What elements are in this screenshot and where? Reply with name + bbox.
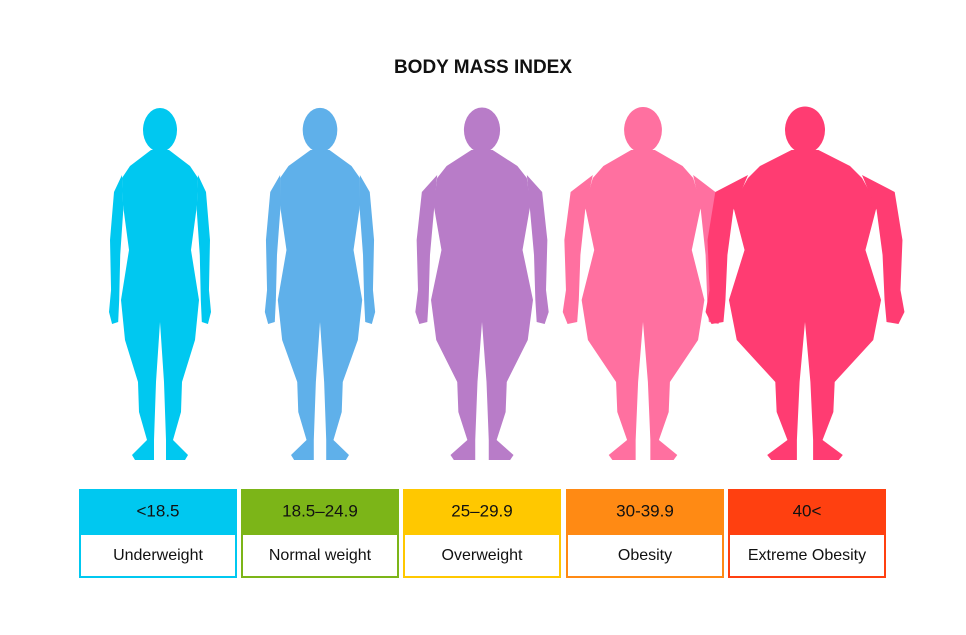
silhouette: [705, 106, 905, 460]
category-label: Overweight: [442, 547, 523, 564]
head: [302, 107, 338, 153]
body: [728, 150, 882, 460]
arm: [109, 175, 124, 324]
category-label: Underweight: [113, 547, 203, 564]
body: [277, 150, 363, 460]
arm: [705, 175, 748, 324]
silhouette: [415, 107, 549, 460]
category-label: Normal weight: [269, 547, 372, 564]
silhouette: [264, 107, 376, 460]
arm: [862, 175, 905, 324]
body: [581, 150, 705, 460]
arm: [264, 175, 281, 324]
range-text: 25–29.9: [451, 501, 512, 520]
range-text: <18.5: [136, 501, 179, 520]
body: [431, 150, 533, 460]
body: [121, 150, 199, 460]
range-box: [728, 489, 886, 534]
title: BODY MASS INDEX: [394, 57, 572, 78]
head: [143, 108, 177, 152]
range-box: [403, 489, 561, 534]
label-box: [79, 533, 237, 578]
head: [624, 107, 662, 153]
arm: [196, 175, 211, 324]
range-box: [79, 489, 237, 534]
label-box: [241, 533, 399, 578]
category-label: Extreme Obesity: [748, 547, 866, 564]
arm: [562, 175, 593, 324]
head: [785, 106, 825, 154]
arm: [415, 175, 438, 324]
category-label: Obesity: [618, 547, 672, 564]
arm: [359, 175, 376, 324]
arm: [526, 175, 549, 324]
range-box: [241, 489, 399, 534]
head: [463, 107, 501, 153]
silhouette: [109, 108, 211, 460]
range-text: 40<: [793, 501, 822, 520]
label-box: [403, 533, 561, 578]
range-text: 18.5–24.9: [282, 501, 358, 520]
label-box: [566, 533, 724, 578]
range-text: 30-39.9: [616, 501, 674, 520]
label-box: [728, 533, 886, 578]
range-box: [566, 489, 724, 534]
